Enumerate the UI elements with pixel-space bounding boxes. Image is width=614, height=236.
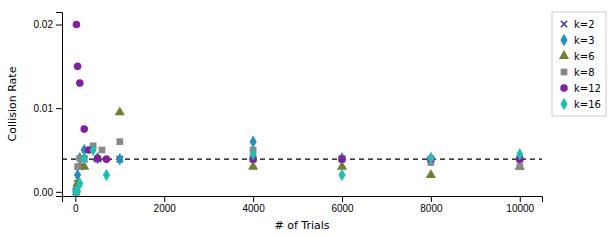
marks <box>62 21 542 196</box>
tick: 6000 <box>331 196 354 214</box>
legend-label: k=12 <box>574 83 601 94</box>
series <box>72 144 523 196</box>
series <box>74 138 523 170</box>
series <box>73 156 523 195</box>
legend-frame <box>552 12 606 116</box>
legend-label: k=16 <box>574 99 601 110</box>
legend-symbol <box>560 84 568 92</box>
tick-label: 6000 <box>331 203 354 214</box>
tick-label: 2000 <box>154 203 177 214</box>
legend-symbol <box>561 21 567 27</box>
tick: 0.00 <box>34 187 62 198</box>
legend-item: k=8 <box>561 67 595 78</box>
tick: 8000 <box>420 196 443 214</box>
tick-label: 10000 <box>506 203 534 214</box>
series <box>72 106 524 186</box>
series <box>73 21 524 163</box>
point <box>80 125 88 133</box>
point <box>116 153 123 165</box>
point <box>74 163 81 170</box>
point <box>338 152 345 164</box>
chart: 0 2000 4000 6000 8000 10000 0.00 0.01 0.02 # of T… <box>0 0 614 236</box>
tick-mark <box>253 196 254 202</box>
axis-line <box>56 13 63 197</box>
point <box>115 106 125 115</box>
plot: 0 2000 4000 6000 8000 10000 0.00 0.01 0.02 # of T… <box>6 13 543 233</box>
tick: 0.02 <box>34 19 62 30</box>
legend-symbol <box>560 98 567 110</box>
point <box>427 152 434 164</box>
legend-item: k=16 <box>560 98 601 110</box>
tick-mark <box>56 108 62 109</box>
axis-line <box>63 197 543 203</box>
tick-mark <box>342 196 343 202</box>
y-axis-title: Collision Rate <box>6 66 19 141</box>
tick: 0.01 <box>34 103 62 114</box>
point <box>103 169 110 181</box>
point <box>74 63 82 71</box>
legend-item: k=2 <box>561 19 595 30</box>
x-axis-title: # of Trials <box>274 219 329 232</box>
point <box>250 135 257 147</box>
point <box>103 155 111 163</box>
point <box>99 147 106 154</box>
legend-label: k=8 <box>574 67 595 78</box>
tick-mark <box>520 196 521 202</box>
legend-item: k=3 <box>560 34 594 46</box>
point <box>90 144 97 156</box>
point <box>76 177 83 189</box>
point <box>73 21 81 29</box>
legend-symbol <box>561 69 568 76</box>
tick-mark <box>431 196 432 202</box>
point <box>338 169 345 181</box>
point <box>426 169 436 178</box>
tick-label: 0.02 <box>34 19 54 30</box>
tick-label: 0 <box>73 203 79 214</box>
y-axis: 0.00 0.01 0.02 <box>34 13 63 198</box>
tick: 10000 <box>506 196 534 214</box>
legend-label: k=6 <box>574 51 595 62</box>
point <box>516 148 523 160</box>
x-axis: 0 2000 4000 6000 8000 10000 <box>63 196 543 214</box>
series <box>72 135 523 196</box>
tick-mark <box>56 192 62 193</box>
point <box>116 138 123 145</box>
point <box>94 155 102 163</box>
legend-symbol <box>560 34 567 46</box>
legend-label: k=3 <box>574 35 595 46</box>
point <box>76 79 84 87</box>
legend: k=2 k=3 k=6 k=8 k=12 k=16 <box>552 12 606 116</box>
tick-mark <box>164 196 165 202</box>
tick-label: 0.01 <box>34 103 54 114</box>
point <box>516 163 523 170</box>
point <box>81 152 88 164</box>
tick-label: 8000 <box>420 203 443 214</box>
tick: 0 <box>73 196 79 214</box>
point <box>250 148 257 160</box>
tick-label: 0.00 <box>34 187 54 198</box>
tick-label: 4000 <box>242 203 265 214</box>
tick: 4000 <box>242 196 265 214</box>
point <box>338 155 346 163</box>
legend-item: k=12 <box>560 83 601 94</box>
legend-item: k=6 <box>559 50 595 61</box>
tick-mark <box>56 25 62 26</box>
tick: 2000 <box>154 196 177 214</box>
reference-line <box>62 159 542 160</box>
legend-label: k=2 <box>574 19 595 30</box>
point <box>339 156 345 162</box>
tick-mark <box>75 196 76 202</box>
legend-symbol <box>559 50 569 59</box>
